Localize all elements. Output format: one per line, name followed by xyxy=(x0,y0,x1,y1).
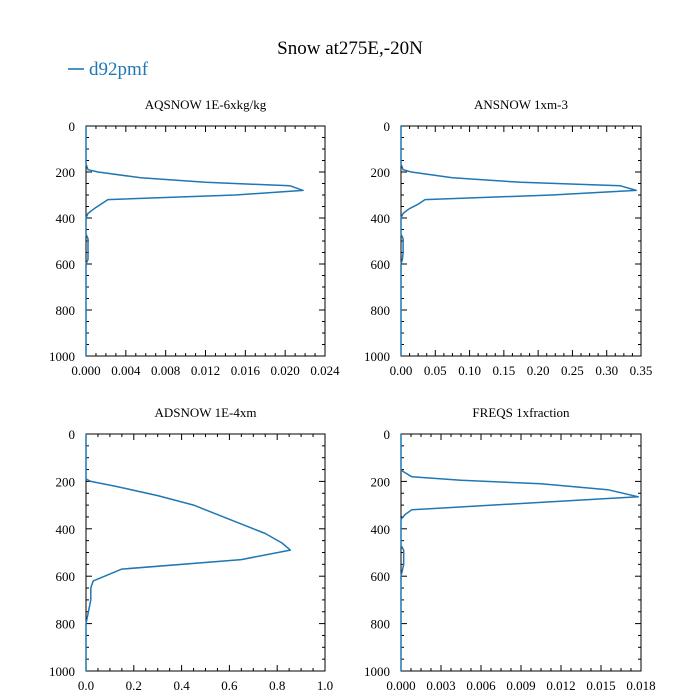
series-line-d92pmf xyxy=(401,126,636,356)
panel-3: ADSNOW 1E-4xm 0.0 0.2 0.4 0.6 0.8 1.0 0 200 400 60… xyxy=(49,405,333,693)
x-tick-label: 0.35 xyxy=(630,363,653,378)
plot-frame xyxy=(401,126,641,356)
y-tick-label: 400 xyxy=(371,522,391,537)
x-tick-label: 0.006 xyxy=(466,678,496,693)
y-tick-label: 600 xyxy=(56,257,76,272)
x-tick-label: 0.012 xyxy=(191,363,220,378)
series-line-d92pmf xyxy=(86,434,290,671)
y-tick-label: 600 xyxy=(371,569,391,584)
y-tick-label: 0 xyxy=(69,119,76,134)
x-tick-label: 0.2 xyxy=(126,678,142,693)
panel-title: ANSNOW 1xm-3 xyxy=(474,97,568,112)
panel-2: ANSNOW 1xm-3 0.00 0.05 0.10 0.15 0.20 0.25 0.30… xyxy=(364,97,652,378)
chart-canvas: Snow at275E,-20N d92pmf AQSNOW 1E-6xkg/k… xyxy=(0,0,700,700)
figure-title: Snow at275E,-20N xyxy=(277,38,423,59)
series-line-d92pmf xyxy=(401,434,638,671)
x-tick-label: 0.4 xyxy=(173,678,190,693)
x-tick-label: 0.012 xyxy=(546,678,575,693)
x-tick-label: 0.009 xyxy=(506,678,535,693)
x-tick-label: 0.6 xyxy=(221,678,238,693)
x-tick-label: 0.008 xyxy=(151,363,180,378)
plot-frame xyxy=(401,434,641,671)
series-line-d92pmf xyxy=(86,126,303,356)
x-tick-label: 0.024 xyxy=(310,363,340,378)
x-tick-label: 0.015 xyxy=(586,678,615,693)
legend-label: d92pmf xyxy=(89,59,149,80)
y-tick-label: 200 xyxy=(371,165,391,180)
legend: d92pmf xyxy=(68,59,149,80)
panel-1: AQSNOW 1E-6xkg/kg 0.000 0.004 0.008 0.012 0.0… xyxy=(49,97,340,378)
x-tick-label: 0.020 xyxy=(271,363,300,378)
x-tick-label: 0.004 xyxy=(111,363,141,378)
y-tick-label: 0 xyxy=(384,119,391,134)
x-tick-label: 0.000 xyxy=(71,363,100,378)
y-tick-label: 800 xyxy=(56,303,76,318)
y-tick-label: 1000 xyxy=(364,664,390,679)
y-tick-label: 400 xyxy=(56,522,76,537)
y-tick-label: 800 xyxy=(371,617,391,632)
panel-title: ADSNOW 1E-4xm xyxy=(155,405,257,420)
x-tick-label: 0.003 xyxy=(426,678,455,693)
y-tick-label: 200 xyxy=(56,165,76,180)
x-tick-label: 0.05 xyxy=(424,363,447,378)
y-tick-label: 200 xyxy=(371,474,391,489)
x-tick-label: 0.25 xyxy=(561,363,584,378)
y-tick-label: 400 xyxy=(56,211,76,226)
x-tick-label: 0.0 xyxy=(78,678,94,693)
panel-title: AQSNOW 1E-6xkg/kg xyxy=(145,97,267,112)
y-tick-label: 1000 xyxy=(364,349,390,364)
y-tick-label: 1000 xyxy=(49,664,75,679)
x-tick-label: 0.00 xyxy=(390,363,413,378)
y-tick-label: 800 xyxy=(371,303,391,318)
x-tick-label: 0.10 xyxy=(458,363,481,378)
y-tick-label: 0 xyxy=(384,427,391,442)
x-tick-label: 0.15 xyxy=(492,363,515,378)
panel-4: FREQS 1xfraction 0.000 0.003 0.006 0.009 0.01… xyxy=(364,405,656,693)
y-tick-label: 0 xyxy=(69,427,76,442)
x-tick-label: 0.20 xyxy=(527,363,550,378)
y-tick-label: 600 xyxy=(56,569,76,584)
plot-frame xyxy=(86,434,325,671)
y-tick-label: 800 xyxy=(56,617,76,632)
panel-title: FREQS 1xfraction xyxy=(472,405,570,420)
x-tick-label: 0.8 xyxy=(269,678,285,693)
y-tick-label: 600 xyxy=(371,257,391,272)
x-tick-label: 1.0 xyxy=(317,678,333,693)
x-tick-label: 0.30 xyxy=(595,363,618,378)
plot-frame xyxy=(86,126,325,356)
x-tick-label: 0.000 xyxy=(386,678,415,693)
y-tick-label: 200 xyxy=(56,474,76,489)
x-tick-label: 0.018 xyxy=(626,678,655,693)
y-tick-label: 400 xyxy=(371,211,391,226)
y-tick-label: 1000 xyxy=(49,349,75,364)
x-tick-label: 0.016 xyxy=(231,363,261,378)
